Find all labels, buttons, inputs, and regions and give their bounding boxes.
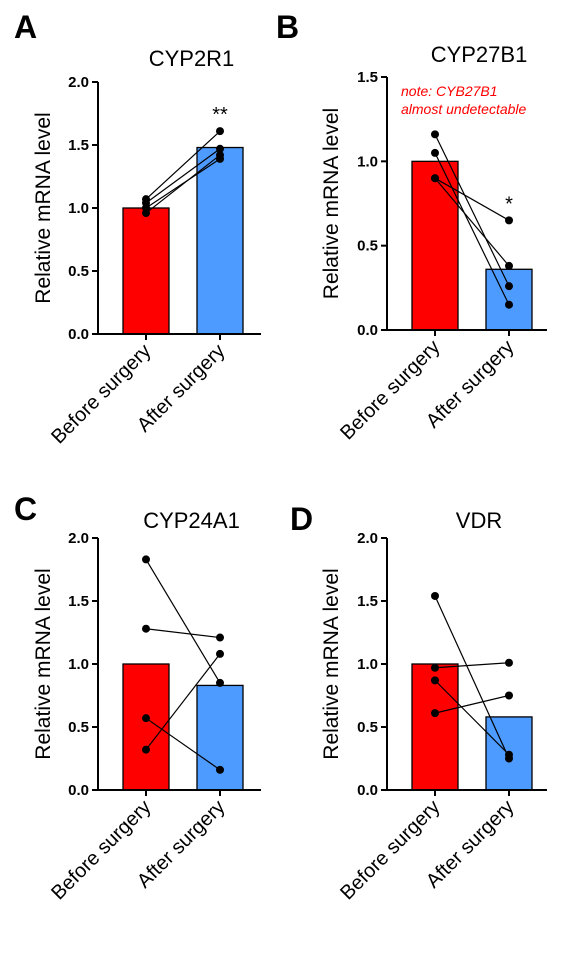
data-point-before — [431, 148, 439, 157]
chart-title: CYP24A1 — [143, 508, 240, 533]
bar-after-surgery — [485, 268, 533, 331]
data-point-before — [431, 130, 439, 139]
paired-line — [434, 177, 510, 267]
bar-before-surgery — [411, 160, 459, 331]
data-point-before — [142, 624, 150, 633]
y-tick-label: 0.5 — [68, 719, 89, 736]
paired-line — [434, 134, 510, 287]
data-point-before — [142, 745, 150, 754]
y-tick-label: 2.0 — [68, 74, 89, 91]
chart-title: CYP27B1 — [431, 42, 528, 67]
data-point-after — [216, 765, 224, 774]
y-tick-label: 0.0 — [68, 326, 89, 343]
significance-marker: * — [505, 193, 513, 215]
data-point-after — [505, 216, 513, 225]
y-tick-label: 0.0 — [357, 782, 378, 799]
y-tick-label: 0.0 — [357, 322, 378, 339]
x-category-label: Before surgery — [336, 796, 444, 904]
y-tick-label: 1.0 — [68, 656, 89, 673]
y-tick-label: 1.0 — [357, 656, 378, 673]
data-point-after — [216, 144, 224, 153]
data-point-after — [216, 678, 224, 687]
panel-d: D VDR Relative mRNA level 0.0 0.5 1.0 1.5 2.0 Be… — [290, 501, 547, 904]
bar-before-surgery — [122, 663, 170, 791]
data-point-before — [142, 209, 150, 218]
y-axis-label: Relative mRNA level — [320, 568, 343, 759]
panel-letter: D — [290, 501, 313, 537]
data-point-before — [431, 663, 439, 672]
significance-marker: ** — [212, 104, 228, 126]
data-point-before — [431, 709, 439, 718]
note-text: almost undetectable — [401, 101, 527, 117]
data-point-after — [216, 649, 224, 658]
data-point-after — [505, 691, 513, 700]
data-point-after — [505, 300, 513, 309]
y-tick-label: 2.0 — [68, 530, 89, 547]
paired-line — [434, 152, 510, 305]
chart-title: VDR — [456, 508, 502, 533]
bar-before-surgery — [122, 207, 170, 335]
data-point-before — [142, 555, 150, 564]
data-point-after — [505, 750, 513, 759]
data-point-after — [505, 261, 513, 270]
panel-letter: B — [276, 9, 299, 45]
bar-after-surgery — [196, 146, 244, 335]
paired-line — [434, 694, 510, 714]
x-category-label: Before surgery — [47, 340, 155, 448]
data-point-after — [216, 633, 224, 642]
x-category-label: Before surgery — [336, 336, 444, 444]
paired-line — [434, 679, 510, 756]
paired-line — [145, 130, 221, 200]
paired-line — [145, 154, 221, 214]
y-tick-label: 1.5 — [357, 593, 378, 610]
panel-b: B CYP27B1 Relative mRNA level 0.0 0.5 1.0 1.5 B… — [276, 9, 547, 444]
data-point-before — [431, 591, 439, 600]
y-tick-label: 0.5 — [357, 238, 378, 255]
paired-line — [434, 662, 510, 669]
data-point-before — [431, 676, 439, 685]
panel-a: A CYP2R1 Relative mRNA level 0.0 0.5 1.0 1.5 2.… — [14, 9, 261, 448]
paired-line — [434, 177, 510, 221]
panel-letter: A — [14, 9, 37, 45]
data-point-before — [142, 714, 150, 723]
paired-line — [145, 628, 221, 639]
data-point-before — [431, 174, 439, 183]
y-axis-label: Relative mRNA level — [320, 108, 343, 299]
paired-line — [145, 653, 221, 751]
y-axis-label: Relative mRNA level — [32, 568, 55, 759]
y-tick-label: 1.5 — [357, 69, 378, 86]
y-tick-label: 1.0 — [68, 200, 89, 217]
paired-line — [145, 717, 221, 771]
bar-after-surgery — [196, 684, 244, 791]
y-tick-label: 0.0 — [68, 782, 89, 799]
panel-c: C CYP24A1 Relative mRNA level 0.0 0.5 1.0 1.5 2… — [14, 491, 261, 904]
data-point-after — [505, 282, 513, 291]
panel-letter: C — [14, 491, 37, 527]
y-tick-label: 1.5 — [68, 137, 89, 154]
note-text: note: CYB27B1 — [401, 83, 498, 99]
y-tick-label: 1.5 — [68, 593, 89, 610]
paired-line — [434, 595, 510, 759]
paired-line — [145, 559, 221, 684]
paired-line — [145, 148, 221, 204]
data-point-after — [505, 658, 513, 667]
y-tick-label: 0.5 — [68, 263, 89, 280]
x-category-label: Before surgery — [47, 796, 155, 904]
y-tick-label: 2.0 — [357, 530, 378, 547]
y-axis-label: Relative mRNA level — [32, 112, 55, 303]
y-tick-label: 1.0 — [357, 153, 378, 170]
data-point-after — [216, 127, 224, 136]
chart-title: CYP2R1 — [149, 46, 235, 71]
y-tick-label: 0.5 — [357, 719, 378, 736]
data-point-after — [216, 151, 224, 160]
